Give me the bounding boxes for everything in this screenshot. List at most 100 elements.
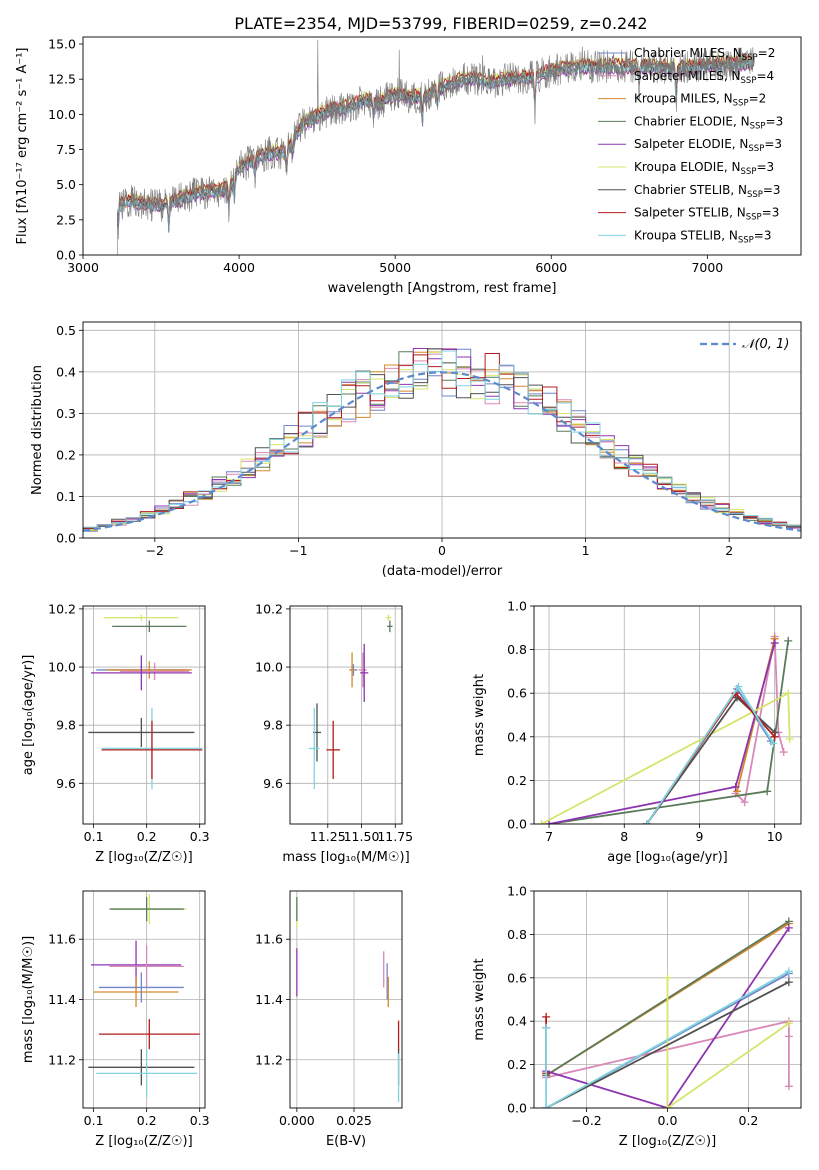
legend-label-suffix: =3 (762, 206, 780, 220)
mass_weight_vs_age-xtick-label: 7 (545, 829, 553, 844)
legend-label-sub: SSP (733, 99, 749, 109)
spectrum-ytick-label: 12.5 (48, 72, 76, 87)
mass_vs_Z-xtick-label: 0.2 (137, 1113, 157, 1128)
spectrum-xtick-label: 6000 (535, 260, 567, 275)
mass-weight-marker (784, 636, 793, 645)
mass_weight_vs_age-ytick-label: 0.4 (507, 729, 527, 744)
age_vs_Z-xlabel: Z [log₁₀(Z/Z☉)] (95, 850, 192, 865)
legend-label-text: Kroupa MILES, N (634, 92, 733, 106)
legend-label-sub: SSP (741, 76, 757, 86)
mass-weight-marker (785, 734, 794, 743)
spectrum-xtick-label: 7000 (691, 260, 723, 275)
errorbar-point (96, 1049, 198, 1098)
mass_vs_ebv-axes: 0.000 0.025 11.2 11.4 11.6 E(B-V) (255, 890, 403, 1149)
mass_vs_Z-ytick-label: 11.4 (48, 992, 76, 1007)
legend-label-sub: SSP (746, 213, 762, 223)
mass_weight_vs_age-xtick-label: 8 (620, 829, 628, 844)
age_vs_Z-axes: 0.1 0.2 0.3 9.6 9.8 10.0 10.2 Z [log₁₀(Z/Z☉)] ag… (21, 601, 210, 865)
mass_vs_Z-frame (82, 890, 206, 1109)
mass_weight_vs_age-xtick-label: 9 (695, 829, 703, 844)
mass_vs_ebv-frame (289, 890, 403, 1109)
spectrum-xlabel: wavelength [Angstrom, rest frame] (328, 281, 557, 296)
mass_weight_vs_age-plot-area (537, 632, 794, 824)
mass_vs_ebv-ytick-label: 11.6 (255, 932, 283, 947)
residuals-xlabel: (data-model)/error (382, 564, 503, 579)
residuals-ytick-label: 0.5 (56, 323, 76, 338)
mass_weight_vs_age-ytick-label: 0.2 (507, 773, 527, 788)
legend-label-suffix: =3 (764, 137, 782, 151)
legend-label-text: Chabrier STELIB, N (634, 183, 747, 197)
age_vs_Z-ylabel: age [log₁₀(age/yr)] (21, 655, 36, 776)
mass-weight-marker (542, 1104, 551, 1108)
legend-label-text: Kroupa STELIB, N (634, 228, 738, 242)
mass_weight_vs_age-ytick-label: 0.8 (507, 642, 527, 657)
spectrum-ytick-label: 15.0 (48, 37, 76, 52)
mass_vs_ebv-xtick-label: 0.000 (279, 1113, 315, 1128)
legend-label-text: Chabrier MILES, N (634, 46, 742, 60)
legend-label: Kroupa MILES, NSSP=2 (634, 92, 766, 109)
mass_weight_vs_Z-ytick-label: 0.0 (507, 1101, 527, 1116)
mass_vs_Z-ylabel: mass [log₁₀(M/M☉)] (21, 936, 36, 1063)
age_vs_mass-xtick-label: 11.75 (377, 829, 413, 844)
mass_vs_Z-axes: 0.1 0.2 0.3 11.2 11.4 11.6 Z [log₁₀(Z/Z☉)] mass… (21, 890, 210, 1149)
residuals-ytick-label: 0.1 (56, 489, 76, 504)
mass_weight_vs_Z-ytick-label: 0.8 (507, 927, 527, 942)
mass_weight_vs_age-xtick-label: 10 (767, 829, 783, 844)
age_vs_Z-plot-area (88, 614, 203, 790)
errorbar-point (358, 652, 367, 688)
legend-label-suffix: =3 (763, 183, 781, 197)
legend-label: Chabrier ELODIE, NSSP=3 (634, 114, 783, 131)
errorbar-point (109, 897, 184, 922)
legend-label-text: Salpeter ELODIE, N (634, 137, 748, 151)
spectrum-xtick-label: 5000 (379, 260, 411, 275)
age_vs_Z-frame (82, 605, 206, 825)
age_vs_mass-ytick-label: 10.0 (255, 660, 283, 675)
mass-weight-marker (779, 748, 788, 757)
legend-label: Salpeter ELODIE, NSSP=3 (634, 137, 782, 154)
errorbar-point (98, 972, 184, 1003)
mass_weight_vs_age-ylabel: mass weight (472, 674, 487, 756)
legend-label-text: Salpeter STELIB, N (634, 206, 746, 220)
mass_vs_Z-xtick-label: 0.1 (84, 1113, 104, 1128)
legend-label-sub: SSP (742, 53, 758, 63)
mass-weight-marker (770, 732, 779, 741)
errorbar-point (308, 707, 320, 790)
errorbar-point (88, 717, 195, 747)
mass-weight-line-salpeter-elodie (548, 642, 776, 824)
mass_vs_Z-xlabel: Z [log₁₀(Z/Z☉)] (95, 1134, 192, 1149)
legend-label-suffix: =3 (756, 160, 774, 174)
figure-title: PLATE=2354, MJD=53799, FIBERID=0259, z=0… (234, 14, 647, 33)
legend-label-text: Chabrier ELODIE, N (634, 114, 750, 128)
mass-weight-marker (733, 787, 742, 796)
mass_vs_ebv-plot-area (296, 897, 400, 1102)
legend-label-suffix: =4 (756, 69, 774, 83)
errorbar-point (387, 620, 393, 633)
mass-weight-line-kroupa-stelib (545, 970, 790, 1108)
mass_weight_vs_age-frame (533, 605, 802, 825)
legend-label: Salpeter STELIB, NSSP=3 (634, 206, 779, 223)
mass-weight-line-kroupa-stelib (646, 685, 774, 824)
errorbar-point (90, 655, 192, 691)
mass-weight-marker (770, 639, 779, 648)
residuals-xtick-label: 0 (438, 543, 446, 558)
mass-weight-marker (763, 787, 772, 796)
legend-label-suffix: =2 (749, 92, 767, 106)
mass_weight_vs_age-ytick-label: 1.0 (507, 599, 527, 614)
mass_weight_vs_Z-xtick-label: 0.0 (658, 1113, 678, 1128)
spectrum-xtick-label: 3000 (67, 260, 99, 275)
mass-weight-marker (784, 689, 793, 698)
mass-weight-marker (663, 973, 672, 982)
mass-weight-line-chabrier-stelib (545, 981, 790, 1108)
mass-weight-marker (740, 798, 749, 807)
legend-label-suffix: =3 (766, 114, 784, 128)
mass-weight-marker (784, 978, 793, 987)
legend-label-sub: SSP (747, 190, 763, 200)
age_vs_Z-xtick-label: 0.3 (190, 829, 210, 844)
residuals-axes: −2 −1 0 1 2 0.0 0.1 0.2 0.3 0.4 0.5 (data-model)/er… (30, 321, 802, 579)
errorbar-point (326, 720, 340, 779)
mass_weight_vs_Z-ylabel: mass weight (472, 958, 487, 1040)
errorbar-point (112, 620, 187, 633)
errorbar-point (360, 643, 369, 702)
spectrum-observed (116, 39, 755, 255)
